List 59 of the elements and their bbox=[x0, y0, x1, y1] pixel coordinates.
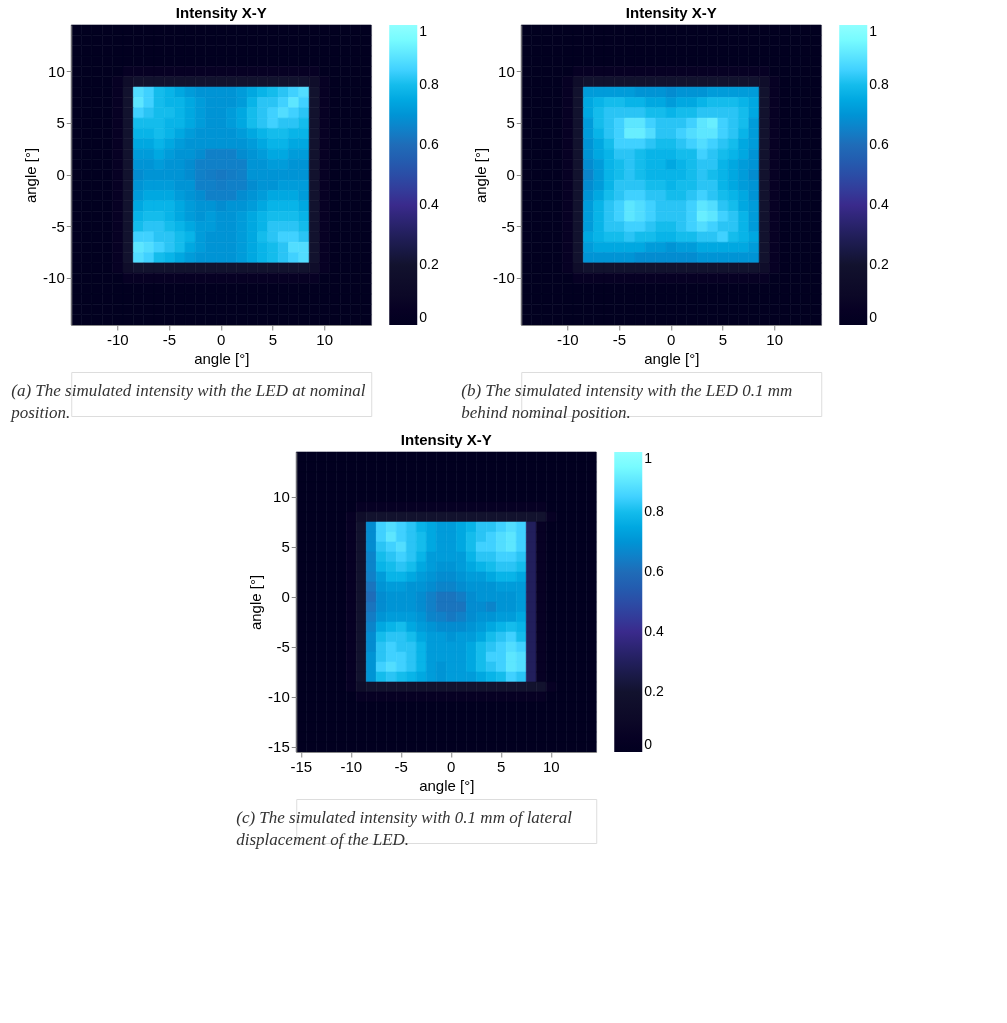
x-tick-label: -5 bbox=[162, 330, 177, 348]
x-axis-title: angle [°] bbox=[194, 349, 250, 367]
y-tick-label: -10 bbox=[43, 269, 65, 287]
y-tick-label: 10 bbox=[48, 62, 65, 80]
y-tick-label: 10 bbox=[273, 488, 290, 505]
chart-title: Intensity X-Y bbox=[625, 3, 717, 21]
color-bar-label: 0.6 bbox=[419, 136, 439, 152]
chart-title: Intensity X-Y bbox=[175, 3, 267, 21]
color-bar-label: 0.2 bbox=[869, 256, 889, 272]
color-bar-label: 0.8 bbox=[869, 76, 889, 92]
x-tick-label: 10 bbox=[542, 757, 560, 775]
y-tick-label: -5 bbox=[276, 638, 290, 655]
y-tick-label: 5 bbox=[56, 114, 65, 132]
y-axis-title: angle [°] bbox=[247, 574, 265, 631]
y-axis-title: angle [°] bbox=[472, 147, 490, 204]
x-tick-label: 0 bbox=[447, 757, 456, 775]
color-bar-label: 0.2 bbox=[419, 256, 439, 272]
x-tick-label: 0 bbox=[217, 330, 226, 348]
x-axis-title: angle [°] bbox=[644, 349, 700, 367]
color-bar-label: 1 bbox=[869, 23, 878, 39]
color-bar-label: 0 bbox=[869, 309, 878, 325]
x-tick-label: 10 bbox=[766, 330, 784, 348]
color-bar-label: 0.8 bbox=[419, 76, 439, 92]
y-tick-label: 10 bbox=[498, 62, 515, 80]
color-bar-label: 0.6 bbox=[869, 136, 889, 152]
color-bar-label: 0.6 bbox=[644, 563, 664, 579]
x-tick-label: 0 bbox=[667, 330, 676, 348]
x-tick-label: -10 bbox=[556, 330, 579, 348]
y-tick-label: -5 bbox=[51, 217, 65, 235]
color-bar-label: 0 bbox=[644, 736, 653, 752]
color-bar-label: 1 bbox=[419, 23, 428, 39]
y-tick-label: 5 bbox=[506, 114, 515, 132]
x-tick-label: -5 bbox=[612, 330, 627, 348]
color-bar-label: 0.4 bbox=[644, 623, 664, 639]
y-tick-label: -10 bbox=[493, 269, 515, 287]
y-tick-label: -5 bbox=[501, 217, 515, 235]
text: (b) The simulated intensity with the LED 0.1 mm behind nominal position. bbox=[461, 381, 793, 422]
color-bar-label: 0 bbox=[419, 309, 428, 325]
x-tick-label: 5 bbox=[718, 330, 728, 348]
x-tick-label: -5 bbox=[394, 757, 408, 775]
y-tick-label: 0 bbox=[56, 166, 65, 183]
chart-title: Intensity X-Y bbox=[400, 430, 492, 448]
x-axis-title: angle [°] bbox=[419, 776, 475, 794]
y-tick-label: 0 bbox=[281, 588, 290, 605]
y-tick-label: 0 bbox=[506, 166, 515, 183]
color-bar-label: 0.8 bbox=[644, 503, 664, 519]
color-bar-label: 1 bbox=[644, 450, 653, 466]
text: (c) The simulated intensity with 0.1 mm of lateral displacement of the LED. bbox=[236, 808, 573, 849]
color-bar-label: 0.2 bbox=[644, 683, 664, 699]
color-bar-label: 0.4 bbox=[419, 196, 439, 212]
x-tick-label: -10 bbox=[340, 757, 363, 775]
color-bar-label: 0.4 bbox=[869, 196, 889, 212]
y-tick-label: -10 bbox=[268, 688, 290, 705]
y-axis-title: angle [°] bbox=[22, 147, 40, 204]
y-tick-label: -15 bbox=[268, 738, 290, 755]
text: (a) The simulated intensity with the LED at nominal position. bbox=[10, 381, 366, 422]
x-tick-label: -10 bbox=[106, 330, 129, 348]
x-tick-label: 10 bbox=[316, 330, 334, 348]
y-tick-label: 5 bbox=[281, 538, 290, 555]
